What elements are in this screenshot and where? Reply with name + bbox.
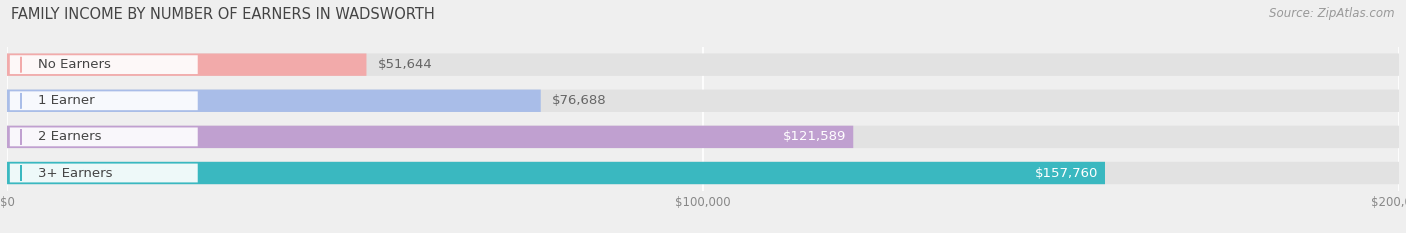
FancyBboxPatch shape	[10, 55, 198, 74]
FancyBboxPatch shape	[7, 53, 367, 76]
Text: Source: ZipAtlas.com: Source: ZipAtlas.com	[1270, 7, 1395, 20]
Text: 2 Earners: 2 Earners	[38, 130, 101, 143]
FancyBboxPatch shape	[10, 91, 198, 110]
FancyBboxPatch shape	[7, 162, 1399, 184]
Text: $121,589: $121,589	[783, 130, 846, 143]
FancyBboxPatch shape	[7, 162, 1105, 184]
Text: $157,760: $157,760	[1035, 167, 1098, 179]
Text: 1 Earner: 1 Earner	[38, 94, 94, 107]
FancyBboxPatch shape	[10, 164, 198, 182]
Text: No Earners: No Earners	[38, 58, 111, 71]
FancyBboxPatch shape	[7, 89, 1399, 112]
FancyBboxPatch shape	[7, 89, 541, 112]
Text: $76,688: $76,688	[553, 94, 606, 107]
FancyBboxPatch shape	[7, 53, 1399, 76]
Text: 3+ Earners: 3+ Earners	[38, 167, 112, 179]
FancyBboxPatch shape	[10, 127, 198, 146]
Text: $51,644: $51,644	[378, 58, 432, 71]
FancyBboxPatch shape	[7, 126, 1399, 148]
FancyBboxPatch shape	[7, 126, 853, 148]
Text: FAMILY INCOME BY NUMBER OF EARNERS IN WADSWORTH: FAMILY INCOME BY NUMBER OF EARNERS IN WA…	[11, 7, 434, 22]
